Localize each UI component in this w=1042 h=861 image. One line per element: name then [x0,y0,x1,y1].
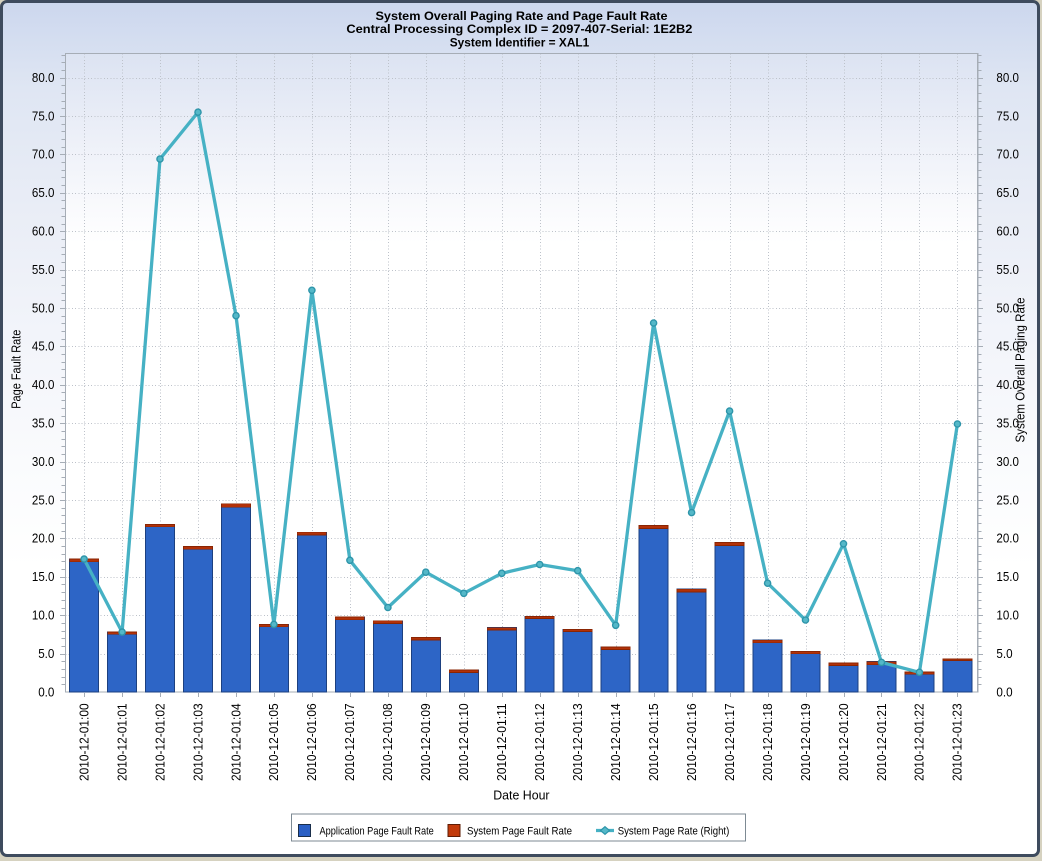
svg-text:75.0: 75.0 [32,109,55,123]
svg-text:Date Hour: Date Hour [493,788,550,803]
svg-text:2010-12-01:05: 2010-12-01:05 [266,703,281,781]
svg-text:50.0: 50.0 [32,301,55,315]
svg-text:2010-12-01:07: 2010-12-01:07 [342,703,357,781]
svg-text:2010-12-01:17: 2010-12-01:17 [722,703,737,781]
svg-text:15.0: 15.0 [32,570,55,584]
svg-text:2010-12-01:20: 2010-12-01:20 [836,703,851,781]
svg-text:2010-12-01:00: 2010-12-01:00 [76,703,91,781]
svg-text:2010-12-01:16: 2010-12-01:16 [684,703,699,781]
svg-text:5.0: 5.0 [996,647,1012,661]
svg-text:40.0: 40.0 [996,378,1019,392]
svg-text:2010-12-01:04: 2010-12-01:04 [228,703,243,781]
svg-text:2010-12-01:15: 2010-12-01:15 [646,703,661,781]
svg-text:35.0: 35.0 [32,417,55,431]
svg-text:65.0: 65.0 [32,186,55,200]
svg-text:65.0: 65.0 [996,186,1019,200]
svg-text:35.0: 35.0 [996,417,1019,431]
svg-text:70.0: 70.0 [32,148,55,162]
svg-text:2010-12-01:08: 2010-12-01:08 [380,703,395,781]
svg-text:Application Page Fault Rate: Application Page Fault Rate [320,825,434,837]
svg-text:2010-12-01:01: 2010-12-01:01 [114,703,129,781]
svg-text:0.0: 0.0 [996,685,1012,699]
svg-text:2010-12-01:10: 2010-12-01:10 [456,703,471,781]
svg-text:75.0: 75.0 [996,109,1019,123]
svg-text:5.0: 5.0 [38,647,54,661]
svg-text:System Overall Paging Rate: System Overall Paging Rate [1013,298,1028,443]
svg-text:System Overall Paging Rate and: System Overall Paging Rate and Page Faul… [376,9,668,23]
svg-text:2010-12-01:11: 2010-12-01:11 [494,703,509,781]
svg-text:2010-12-01:03: 2010-12-01:03 [190,703,205,781]
svg-text:55.0: 55.0 [996,263,1019,277]
svg-text:30.0: 30.0 [996,455,1019,469]
svg-text:2010-12-01:02: 2010-12-01:02 [152,703,167,781]
svg-text:45.0: 45.0 [32,340,55,354]
svg-text:2010-12-01:21: 2010-12-01:21 [874,703,889,781]
svg-text:2010-12-01:12: 2010-12-01:12 [532,703,547,781]
svg-text:2010-12-01:06: 2010-12-01:06 [304,703,319,781]
svg-text:30.0: 30.0 [32,455,55,469]
svg-text:2010-12-01:09: 2010-12-01:09 [418,703,433,781]
svg-text:2010-12-01:14: 2010-12-01:14 [608,703,623,781]
svg-text:80.0: 80.0 [996,71,1019,85]
svg-text:Page Fault Rate: Page Fault Rate [8,330,23,409]
svg-text:50.0: 50.0 [996,301,1019,315]
svg-text:System Page Fault Rate: System Page Fault Rate [467,825,572,837]
svg-text:2010-12-01:18: 2010-12-01:18 [760,703,775,781]
svg-text:0.0: 0.0 [38,685,54,699]
svg-text:25.0: 25.0 [996,493,1019,507]
svg-text:25.0: 25.0 [32,493,55,507]
svg-text:20.0: 20.0 [996,532,1019,546]
svg-text:2010-12-01:19: 2010-12-01:19 [798,703,813,781]
svg-text:55.0: 55.0 [32,263,55,277]
svg-text:15.0: 15.0 [996,570,1019,584]
svg-text:20.0: 20.0 [32,532,55,546]
svg-text:2010-12-01:23: 2010-12-01:23 [950,703,965,781]
svg-text:45.0: 45.0 [996,340,1019,354]
svg-text:70.0: 70.0 [996,148,1019,162]
svg-text:System Page Rate (Right): System Page Rate (Right) [618,825,730,837]
svg-text:System Identifier = XAL1: System Identifier = XAL1 [450,36,590,50]
svg-text:2010-12-01:22: 2010-12-01:22 [912,703,927,781]
svg-text:Central Processing Complex ID: Central Processing Complex ID = 2097-407… [346,22,692,36]
svg-text:10.0: 10.0 [996,609,1019,623]
svg-text:60.0: 60.0 [996,225,1019,239]
svg-text:80.0: 80.0 [32,71,55,85]
svg-text:2010-12-01:13: 2010-12-01:13 [570,703,585,781]
svg-text:40.0: 40.0 [32,378,55,392]
svg-text:10.0: 10.0 [32,609,55,623]
svg-text:60.0: 60.0 [32,225,55,239]
